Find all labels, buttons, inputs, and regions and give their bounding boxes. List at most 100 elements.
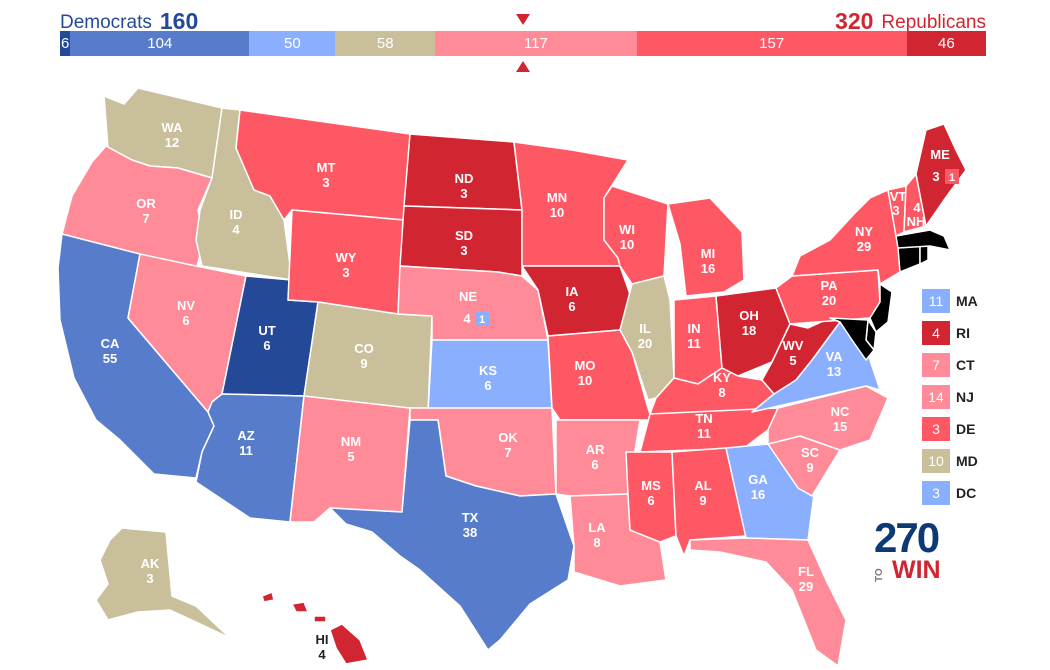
label-in-name: IN bbox=[688, 321, 701, 336]
state-md[interactable] bbox=[829, 317, 875, 361]
logo-number: 270 bbox=[874, 514, 940, 561]
label-co-name: CO bbox=[354, 341, 374, 356]
label-me-name: ME bbox=[930, 147, 950, 162]
small-state-ma[interactable]: 11 MA bbox=[922, 289, 1042, 313]
democrats-label: Democrats bbox=[60, 12, 152, 33]
label-ak-ev: 3 bbox=[146, 571, 153, 586]
label-nc-ev: 15 bbox=[833, 419, 847, 434]
label-ne-ev: 4 bbox=[463, 311, 471, 326]
small-state-ev-box[interactable]: 7 bbox=[922, 353, 950, 377]
state-ri[interactable] bbox=[919, 245, 929, 265]
label-ia-name: IA bbox=[566, 284, 580, 299]
label-sc-name: SC bbox=[801, 445, 820, 460]
label-nc-name: NC bbox=[831, 404, 850, 419]
republicans-label: Republicans bbox=[881, 12, 986, 33]
270-marker-top-icon bbox=[516, 14, 530, 25]
small-state-ev-box[interactable]: 4 bbox=[922, 321, 950, 345]
hi-islet-mid[interactable] bbox=[291, 601, 309, 613]
label-vt-name: VT bbox=[890, 189, 907, 204]
label-in-ev: 11 bbox=[687, 336, 701, 351]
state-fl[interactable] bbox=[689, 537, 847, 667]
small-state-ct[interactable]: 7 CT bbox=[922, 353, 1042, 377]
label-ca-name: CA bbox=[101, 336, 120, 351]
label-ga-name: GA bbox=[748, 472, 768, 487]
label-mt-name: MT bbox=[317, 160, 336, 175]
ne-district-box[interactable] bbox=[475, 311, 489, 326]
small-state-abbr: NJ bbox=[956, 389, 974, 405]
state-nc[interactable] bbox=[767, 385, 889, 451]
label-nd-name: ND bbox=[455, 171, 474, 186]
label-pa-ev: 20 bbox=[822, 293, 836, 308]
small-state-ev-box[interactable]: 14 bbox=[922, 385, 950, 409]
label-ca-ev: 55 bbox=[103, 351, 117, 366]
label-mo-name: MO bbox=[575, 358, 596, 373]
label-ny-ev: 29 bbox=[857, 239, 871, 254]
label-ne-district-ev: 1 bbox=[479, 314, 485, 326]
state-mi[interactable] bbox=[667, 197, 745, 297]
small-state-nj[interactable]: 14 NJ bbox=[922, 385, 1042, 409]
me-district-box[interactable] bbox=[945, 169, 959, 184]
label-az-ev: 11 bbox=[239, 443, 253, 458]
label-sd-ev: 3 bbox=[460, 243, 467, 258]
label-ga-ev: 16 bbox=[751, 487, 765, 502]
small-state-md[interactable]: 10 MD bbox=[922, 449, 1042, 473]
label-nh-ev: 4 bbox=[913, 200, 921, 215]
small-state-abbr: DC bbox=[956, 485, 977, 501]
label-ut-ev: 6 bbox=[263, 338, 270, 353]
hi-islet-east[interactable] bbox=[313, 615, 327, 623]
270-marker-bottom-icon bbox=[516, 61, 530, 72]
label-oh-name: OH bbox=[739, 308, 759, 323]
label-wv-ev: 5 bbox=[789, 353, 796, 368]
label-nv-ev: 6 bbox=[182, 313, 189, 328]
small-state-ev-box[interactable]: 3 bbox=[922, 417, 950, 441]
label-ky-ev: 8 bbox=[718, 385, 725, 400]
state-wv[interactable] bbox=[761, 317, 841, 395]
label-ia-ev: 6 bbox=[568, 299, 575, 314]
small-state-ri[interactable]: 4 RI bbox=[922, 321, 1042, 345]
state-ma[interactable] bbox=[895, 229, 951, 251]
small-state-ev-box[interactable]: 3 bbox=[922, 481, 950, 505]
small-state-de[interactable]: 3 DE bbox=[922, 417, 1042, 441]
label-ms-name: MS bbox=[641, 478, 661, 493]
hi-islet-west[interactable] bbox=[261, 591, 275, 603]
small-state-ev-box[interactable]: 11 bbox=[922, 289, 950, 313]
label-or-ev: 7 bbox=[142, 211, 149, 226]
small-state-abbr: RI bbox=[956, 325, 970, 341]
label-ok-ev: 7 bbox=[504, 445, 511, 460]
logo-to: TO bbox=[874, 568, 885, 582]
state-co[interactable] bbox=[303, 301, 433, 413]
state-ct[interactable] bbox=[897, 245, 921, 273]
label-me-ev: 3 bbox=[932, 169, 939, 184]
label-mo-ev: 10 bbox=[578, 373, 592, 388]
label-id-ev: 4 bbox=[232, 222, 240, 237]
label-wa-name: WA bbox=[162, 120, 184, 135]
270towin-logo[interactable]: 270 TO WIN bbox=[872, 514, 944, 584]
label-wy-name: WY bbox=[336, 250, 357, 265]
democrats-ev-count: 160 bbox=[159, 8, 199, 34]
label-ut-name: UT bbox=[258, 323, 275, 338]
state-me[interactable] bbox=[915, 123, 967, 227]
state-ak[interactable] bbox=[95, 527, 231, 639]
label-wa-ev: 12 bbox=[165, 135, 179, 150]
label-il-ev: 20 bbox=[638, 336, 652, 351]
state-ny[interactable] bbox=[791, 189, 901, 285]
state-tx[interactable] bbox=[329, 419, 575, 651]
state-ga[interactable] bbox=[725, 443, 815, 541]
state-hi[interactable] bbox=[329, 623, 369, 665]
label-ny-name: NY bbox=[855, 224, 873, 239]
label-nd-ev: 3 bbox=[460, 186, 467, 201]
bar-segment-likely-rep: 157 bbox=[636, 31, 907, 56]
label-mi-name: MI bbox=[701, 246, 715, 261]
label-ms-ev: 6 bbox=[647, 493, 654, 508]
small-state-ev-box[interactable]: 10 bbox=[922, 449, 950, 473]
electoral-vote-bar: 6 104 50 58 117 157 46 bbox=[60, 31, 986, 56]
label-co-ev: 9 bbox=[360, 356, 367, 371]
small-state-dc[interactable]: 3 DC bbox=[922, 481, 1042, 505]
label-az-name: AZ bbox=[237, 428, 254, 443]
label-nm-name: NM bbox=[341, 434, 361, 449]
republicans-total: 320 Republicans bbox=[835, 7, 986, 34]
label-al-ev: 9 bbox=[699, 493, 706, 508]
label-va-name: VA bbox=[825, 349, 843, 364]
state-az[interactable] bbox=[195, 393, 305, 523]
